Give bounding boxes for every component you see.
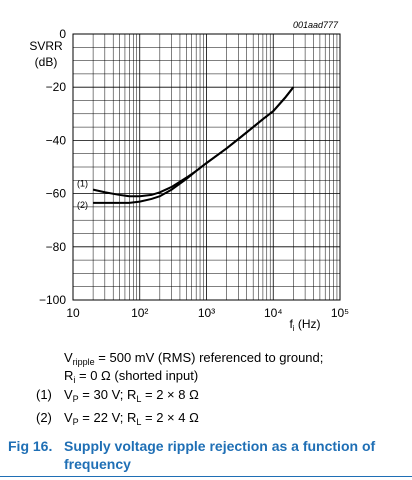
figure-id: 001aad777 xyxy=(293,20,339,30)
note-sub: ripple xyxy=(73,357,95,367)
note-text: = 30 V; R xyxy=(79,387,137,402)
note: Ri = 0 Ω (shorted input) xyxy=(64,368,198,385)
note-text: R xyxy=(64,368,73,383)
x-tick-label: 10⁵ xyxy=(331,306,349,320)
y-tick-label: −20 xyxy=(46,80,67,94)
note-text: = 2 × 8 Ω xyxy=(141,387,199,402)
y-label: SVRR xyxy=(29,39,63,53)
chart: 001aad777 SVRR (dB) fi (Hz) Vripple = 50… xyxy=(29,20,349,427)
note-sub: P xyxy=(73,394,79,404)
series-label: (2) xyxy=(77,200,88,210)
note-sub: P xyxy=(73,417,79,427)
caption: Fig 16. Supply voltage ripple rejection … xyxy=(8,437,404,473)
note: VP = 30 V; RL = 2 × 8 Ω xyxy=(64,387,199,404)
note: VP = 22 V; RL = 2 × 4 Ω xyxy=(64,410,199,427)
series-line xyxy=(93,86,295,204)
note-label: (2) xyxy=(36,410,52,425)
note-text: V xyxy=(64,410,73,425)
x-tick-label: 10⁴ xyxy=(264,306,283,320)
note-text: = 22 V; R xyxy=(79,410,137,425)
caption-label: Fig 16. xyxy=(8,438,53,454)
note-sub: L xyxy=(136,417,141,427)
x-label-unit: (Hz) xyxy=(295,317,321,331)
note-text: V xyxy=(64,387,73,402)
y-tick-label: 0 xyxy=(59,27,66,41)
x-tick-label: 10² xyxy=(131,306,148,320)
y-tick-label: −60 xyxy=(46,187,67,201)
note-sub: i xyxy=(73,375,75,385)
note: Vripple = 500 mV (RMS) referenced to gro… xyxy=(64,350,323,367)
note-text: = 500 mV (RMS) referenced to ground; xyxy=(95,350,324,365)
notes: Vripple = 500 mV (RMS) referenced to gro… xyxy=(36,350,323,427)
series-line xyxy=(92,86,295,198)
y-label: (dB) xyxy=(35,55,58,69)
caption-title: Supply voltage ripple rejection as a fun… xyxy=(64,438,376,472)
plot-frame xyxy=(72,33,341,301)
x-tick-label: 10³ xyxy=(198,306,215,320)
x-label-main: f xyxy=(289,317,293,331)
y-tick-label: −80 xyxy=(46,240,67,254)
note-label: (1) xyxy=(36,387,52,402)
bottom-rule xyxy=(0,476,412,477)
grid xyxy=(72,33,341,301)
x-label-sub: i xyxy=(293,324,295,333)
series-label: (1) xyxy=(77,179,88,189)
x-label: fi (Hz) xyxy=(289,317,320,333)
y-tick-label: −100 xyxy=(39,293,66,307)
y-tick-label: −40 xyxy=(46,133,67,147)
x-tick-label: 10 xyxy=(66,306,80,320)
note-text: = 0 Ω (shorted input) xyxy=(75,368,198,383)
note-sub: L xyxy=(136,394,141,404)
note-text: V xyxy=(64,350,73,365)
note-text: = 2 × 4 Ω xyxy=(141,410,199,425)
